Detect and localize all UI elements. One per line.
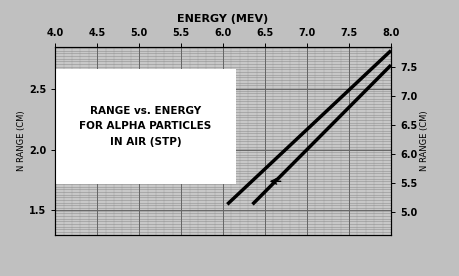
Text: RANGE vs. ENERGY
FOR ALPHA PARTICLES
IN AIR (STP): RANGE vs. ENERGY FOR ALPHA PARTICLES IN … [79, 106, 211, 147]
Y-axis label: N RANGE (CM): N RANGE (CM) [419, 110, 428, 171]
Bar [55, 69, 235, 184]
Y-axis label: N RANGE (CM): N RANGE (CM) [17, 110, 26, 171]
X-axis label: ENERGY (MEV): ENERGY (MEV) [177, 14, 268, 24]
